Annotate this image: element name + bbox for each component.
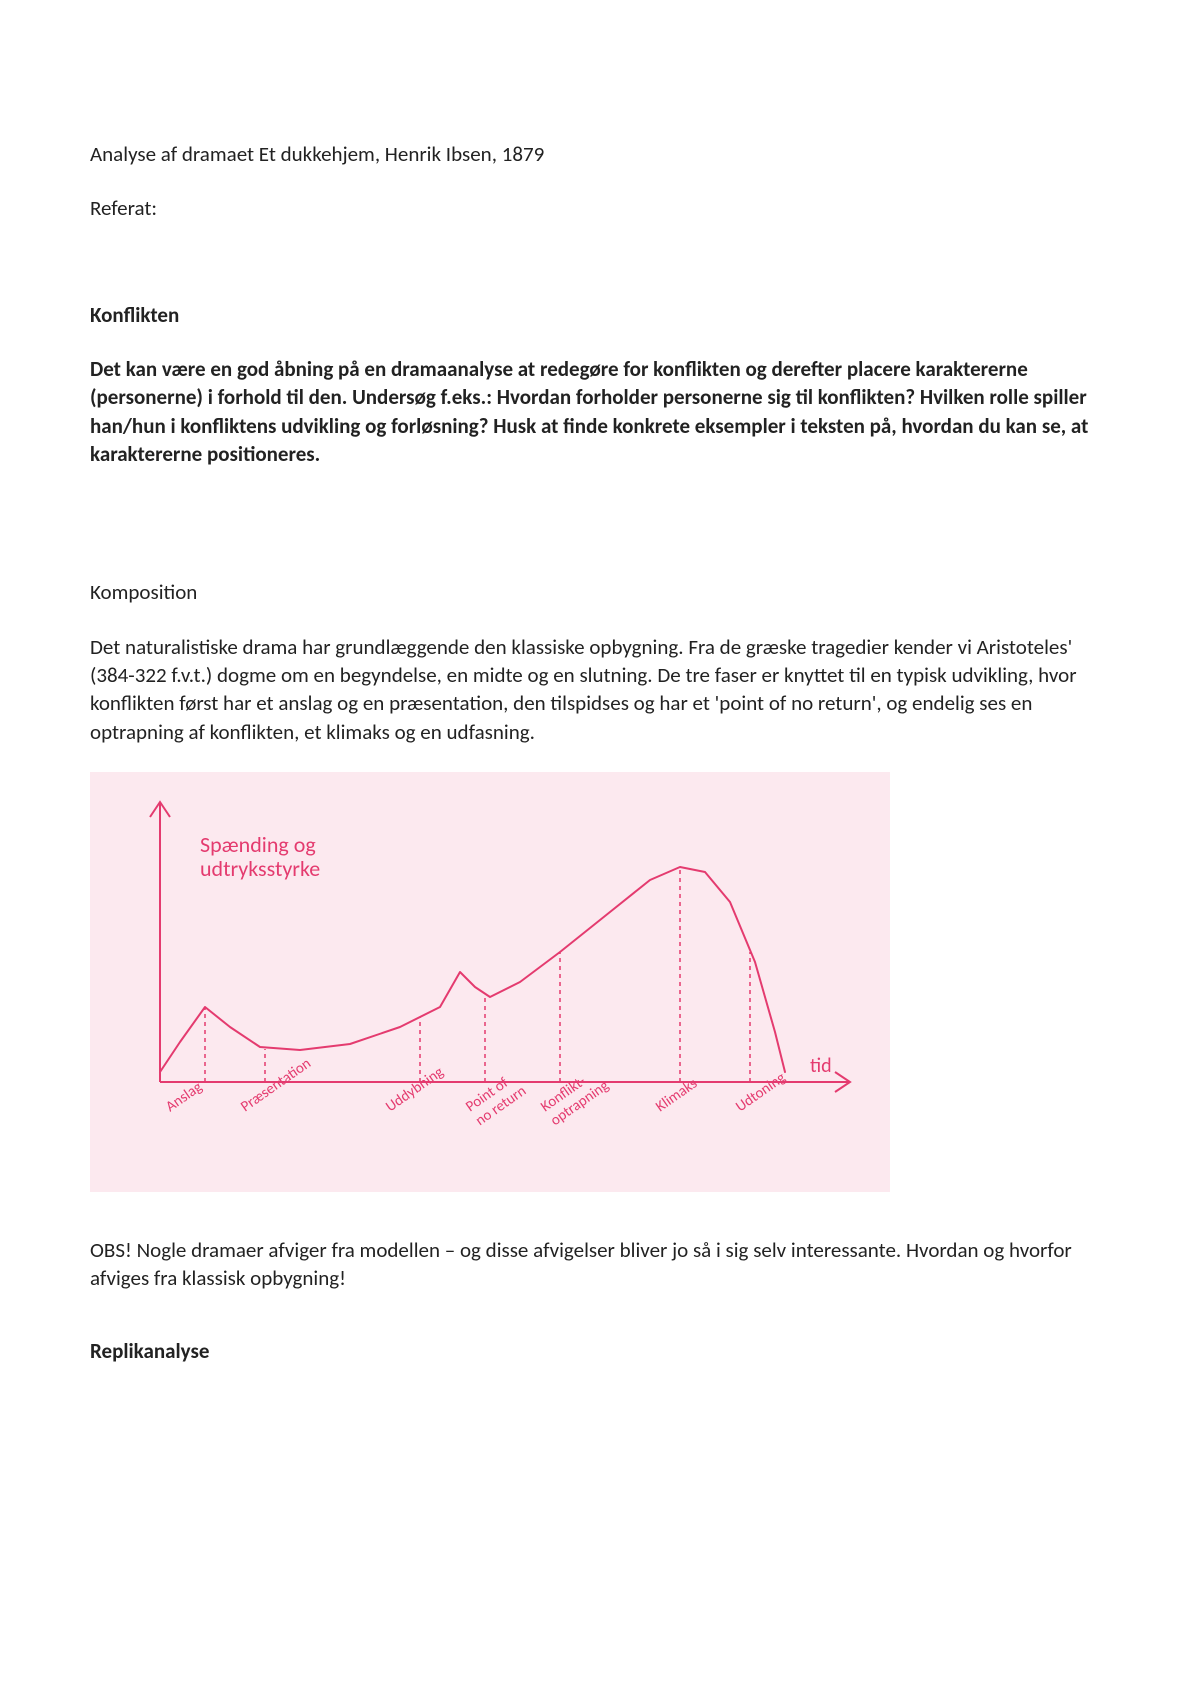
svg-text:udtryksstyrke: udtryksstyrke xyxy=(200,855,320,882)
tension-curve-chart: Spænding ogudtryksstyrketidAnslagPræsent… xyxy=(90,772,890,1192)
komposition-heading: Komposition xyxy=(90,578,1110,606)
document-title: Analyse af dramaet Et dukkehjem, Henrik … xyxy=(90,140,1110,168)
komposition-body: Det naturalistiske drama har grundlæggen… xyxy=(90,633,1110,746)
replikanalyse-heading: Replikanalyse xyxy=(90,1337,1110,1365)
document-page: Analyse af dramaet Et dukkehjem, Henrik … xyxy=(0,0,1200,1698)
konflikten-heading: Konflikten xyxy=(90,301,1110,329)
konflikten-body: Det kan være en god åbning på en dramaan… xyxy=(90,355,1110,468)
obs-body: OBS! Nogle dramaer afviger fra modellen … xyxy=(90,1236,1110,1293)
svg-text:Spænding og: Spænding og xyxy=(200,831,316,858)
svg-text:tid: tid xyxy=(810,1054,832,1078)
tension-curve-svg: Spænding ogudtryksstyrketidAnslagPræsent… xyxy=(90,772,890,1192)
referat-label: Referat: xyxy=(90,194,1110,222)
